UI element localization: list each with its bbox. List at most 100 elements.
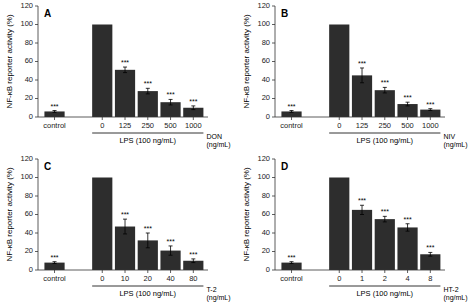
bar bbox=[397, 104, 417, 117]
x-tick bbox=[339, 270, 340, 273]
x-tick bbox=[102, 270, 103, 273]
panel: 020406080100120control01252505001000****… bbox=[5, 1, 230, 149]
error-cap bbox=[290, 263, 294, 264]
error-line bbox=[125, 219, 126, 234]
error-cap bbox=[123, 233, 127, 234]
significance-label: *** bbox=[381, 79, 389, 86]
bar bbox=[44, 263, 64, 270]
x-axis-label: T-2(ng/mL) bbox=[206, 286, 230, 302]
error-line bbox=[362, 205, 363, 214]
significance-label: *** bbox=[403, 216, 411, 223]
error-cap bbox=[290, 261, 294, 262]
error-bar bbox=[360, 68, 364, 83]
x-tick bbox=[430, 270, 431, 273]
bar bbox=[420, 110, 440, 117]
x-axis-label: DON(ng/mL) bbox=[206, 133, 230, 149]
x-tick-label: 40 bbox=[166, 274, 174, 283]
x-tick bbox=[193, 117, 194, 120]
x-tick-label: 1000 bbox=[185, 121, 202, 130]
error-line bbox=[407, 102, 408, 106]
bar bbox=[329, 178, 349, 271]
error-cap bbox=[360, 82, 364, 83]
y-tick-label: 40 bbox=[262, 75, 270, 84]
significance-label: *** bbox=[166, 238, 174, 245]
error-line bbox=[147, 88, 148, 94]
y-tick-label: 120 bbox=[257, 154, 270, 163]
x-tick-label: 0 bbox=[100, 274, 104, 283]
significance-label: *** bbox=[166, 91, 174, 98]
x-tick bbox=[170, 117, 171, 120]
x-tick bbox=[384, 270, 385, 273]
x-tick bbox=[362, 117, 363, 120]
y-tick bbox=[35, 214, 38, 215]
x-axis-line bbox=[275, 270, 445, 271]
y-tick-label: 40 bbox=[262, 228, 270, 237]
group-line bbox=[92, 286, 203, 287]
x-tick-label: 20 bbox=[144, 274, 152, 283]
group-line bbox=[92, 133, 203, 134]
y-tick bbox=[35, 6, 38, 7]
error-cap bbox=[191, 105, 195, 106]
x-tick-label: 125 bbox=[356, 121, 369, 130]
y-tick bbox=[272, 177, 275, 178]
group-label: LPS (100 ng/mL) bbox=[119, 289, 176, 298]
error-cap bbox=[146, 247, 150, 248]
significance-label: *** bbox=[50, 103, 58, 110]
y-tick bbox=[35, 61, 38, 62]
x-tick-label: 500 bbox=[401, 121, 414, 130]
panel-title: B bbox=[281, 8, 288, 19]
error-line bbox=[147, 233, 148, 248]
error-cap bbox=[360, 214, 364, 215]
error-line bbox=[362, 68, 363, 83]
marks bbox=[281, 25, 440, 118]
y-tick-label: 120 bbox=[257, 1, 270, 10]
y-tick-label: 20 bbox=[25, 246, 33, 255]
error-line bbox=[193, 106, 194, 110]
y-tick-label: 120 bbox=[20, 1, 33, 10]
y-tick bbox=[35, 117, 38, 118]
y-tick-label: 80 bbox=[262, 191, 270, 200]
error-line bbox=[170, 246, 171, 255]
y-tick bbox=[35, 24, 38, 25]
error-cap bbox=[123, 219, 127, 220]
error-cap bbox=[146, 88, 150, 89]
bar bbox=[352, 210, 372, 270]
error-cap bbox=[360, 67, 364, 68]
y-tick bbox=[272, 159, 275, 160]
x-tick-label: 500 bbox=[164, 121, 177, 130]
x-tick-label: 4 bbox=[405, 274, 409, 283]
y-tick bbox=[272, 270, 275, 271]
x-axis-line bbox=[38, 270, 208, 271]
y-tick-label: 60 bbox=[25, 56, 33, 65]
y-tick-label: 0 bbox=[266, 265, 270, 274]
panel: 020406080100120control010204080*********… bbox=[5, 154, 230, 302]
y-axis-label: NF-κB reporter activity (%) bbox=[5, 167, 14, 262]
y-tick bbox=[272, 43, 275, 44]
group-label: LPS (100 ng/mL) bbox=[356, 136, 413, 145]
x-tick-label: 10 bbox=[121, 274, 129, 283]
bar bbox=[281, 263, 301, 270]
significance-label: *** bbox=[426, 244, 434, 251]
y-tick-label: 120 bbox=[20, 154, 33, 163]
y-tick-label: 20 bbox=[262, 246, 270, 255]
y-tick-label: 100 bbox=[257, 19, 270, 28]
error-cap bbox=[383, 92, 387, 93]
error-cap bbox=[169, 245, 173, 246]
x-axis-line bbox=[275, 117, 445, 118]
x-axis-label-line: (ng/mL) bbox=[443, 141, 467, 149]
significance-label: *** bbox=[381, 208, 389, 215]
x-tick bbox=[147, 270, 148, 273]
error-cap bbox=[290, 110, 294, 111]
x-axis-label: NIV(ng/mL) bbox=[443, 133, 467, 149]
x-tick bbox=[362, 270, 363, 273]
x-tick bbox=[339, 117, 340, 120]
error-cap bbox=[428, 252, 432, 253]
panel-title: A bbox=[44, 8, 51, 19]
y-tick-label: 80 bbox=[262, 38, 270, 47]
y-tick-label: 60 bbox=[25, 209, 33, 218]
error-bar bbox=[53, 262, 57, 264]
error-bar bbox=[290, 262, 294, 264]
y-tick-label: 100 bbox=[257, 172, 270, 181]
x-tick bbox=[170, 270, 171, 273]
y-tick bbox=[272, 24, 275, 25]
